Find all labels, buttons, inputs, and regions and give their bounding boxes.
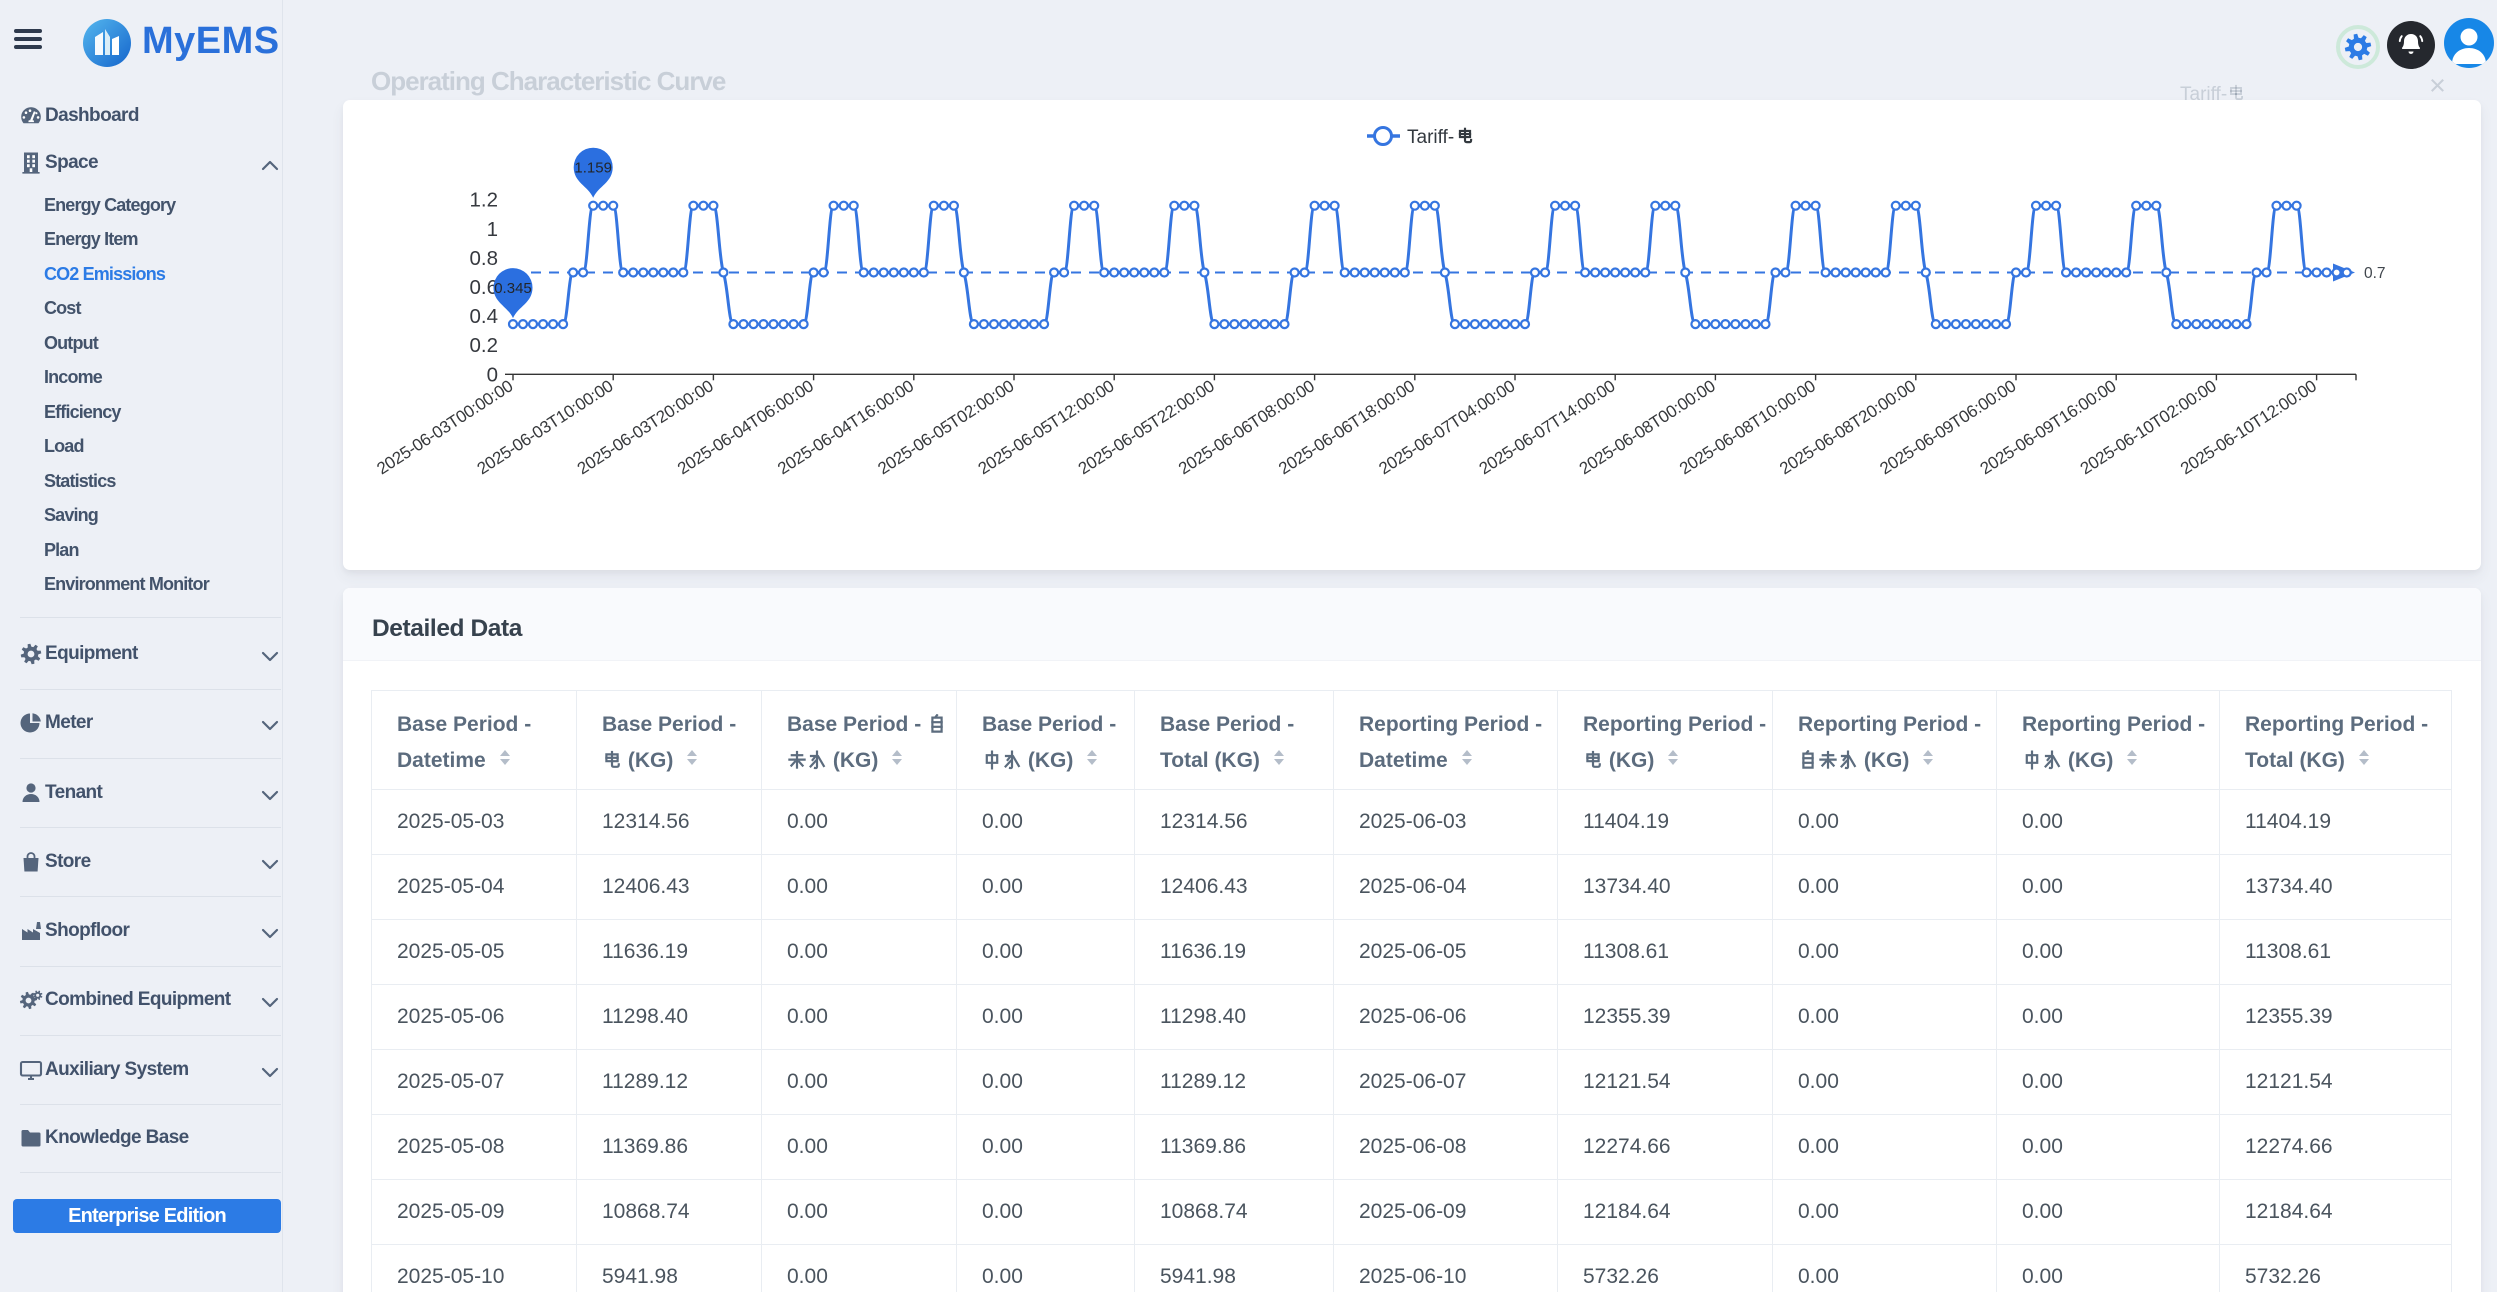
- svg-text:Tariff-: Tariff-: [1407, 127, 1454, 148]
- svg-text:0.7: 0.7: [2364, 265, 2386, 282]
- svg-text:1.159: 1.159: [574, 160, 612, 177]
- svg-text:1.2: 1.2: [470, 189, 499, 212]
- svg-text:0.4: 0.4: [470, 305, 499, 328]
- svg-text:1: 1: [487, 218, 498, 241]
- svg-text:0.345: 0.345: [494, 280, 532, 297]
- svg-text:0.2: 0.2: [470, 334, 499, 357]
- svg-text:0: 0: [487, 363, 498, 386]
- svg-text:0.8: 0.8: [470, 247, 499, 270]
- svg-text:0.6: 0.6: [470, 276, 499, 299]
